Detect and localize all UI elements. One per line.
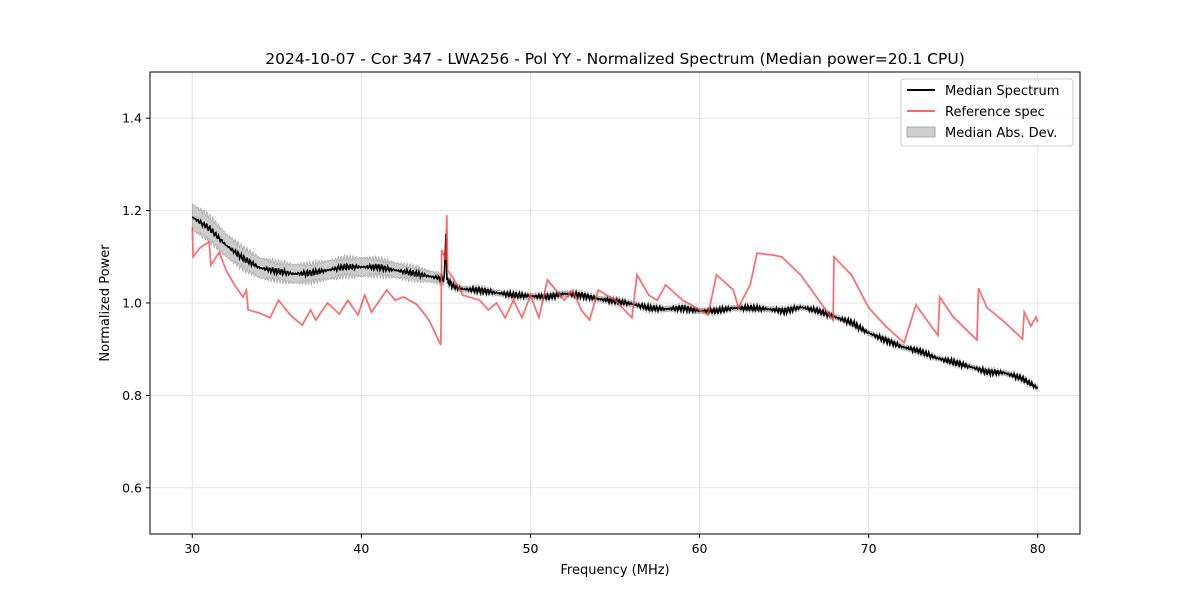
legend-reference-label: Reference spec — [945, 105, 1045, 120]
x-tick-label: 40 — [353, 541, 369, 556]
plot-marks — [191, 203, 1039, 391]
median-spectrum-line — [191, 216, 1039, 390]
y-axis-label: Normalized Power — [98, 244, 113, 362]
ticks: 30 40 50 60 70 80 0.6 0.8 1.0 1.2 1.4 — [122, 111, 1046, 556]
x-tick-label: 60 — [692, 541, 708, 556]
x-tick-label: 70 — [861, 541, 877, 556]
legend: Median Spectrum Reference spec Median Ab… — [900, 78, 1074, 147]
x-tick-label: 50 — [523, 541, 539, 556]
y-tick-label: 1.0 — [122, 296, 142, 311]
legend-mad-swatch — [906, 126, 936, 138]
y-tick-label: 0.6 — [122, 480, 142, 495]
x-tick-label: 80 — [1030, 541, 1046, 556]
y-tick-label: 1.4 — [122, 111, 142, 126]
mad-band — [192, 203, 1038, 391]
reference-spec-line — [191, 215, 1039, 346]
x-axis-label: Frequency (MHz) — [560, 563, 669, 578]
x-tick-label: 30 — [184, 541, 200, 556]
legend-box — [900, 78, 1074, 147]
y-tick-label: 1.2 — [122, 203, 142, 218]
legend-mad-label: Median Abs. Dev. — [945, 126, 1057, 141]
y-tick-label: 0.8 — [122, 388, 142, 403]
legend-median-label: Median Spectrum — [945, 84, 1059, 99]
chart-title: 2024-10-07 - Cor 347 - LWA256 - Pol YY -… — [265, 50, 965, 68]
